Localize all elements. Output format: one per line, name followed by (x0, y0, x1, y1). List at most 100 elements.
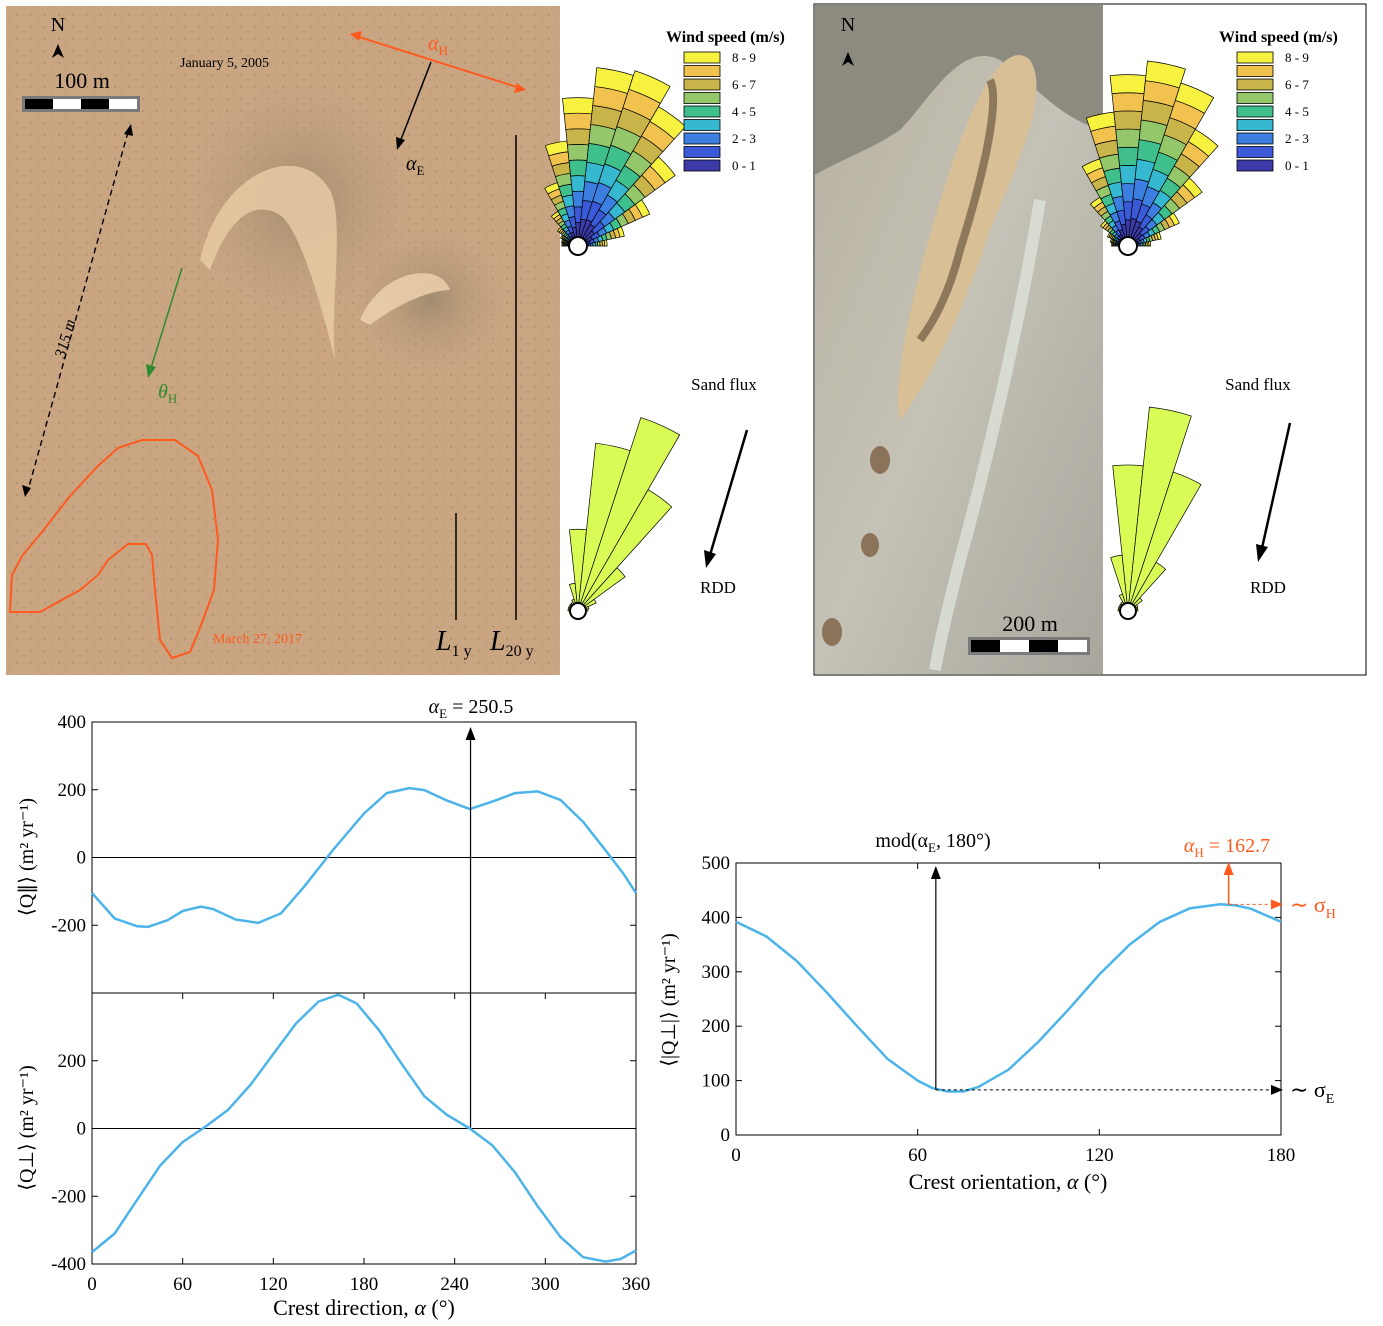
rose-segment (603, 239, 608, 247)
rose-segment (1119, 165, 1137, 185)
dark-plateau (815, 5, 1103, 175)
chart1-ylabel: ⟨Q∥⟩ (m² yr⁻¹) (16, 798, 38, 916)
legend-swatch (1236, 159, 1274, 172)
legend-title: Wind speed (m/s) (666, 29, 785, 46)
x-tick-label: 180 (1267, 1145, 1296, 1166)
y-tick-label: 400 (702, 907, 731, 928)
date-top: January 5, 2005 (180, 56, 269, 71)
chart2-xlabel: Crest direction, α (°) (273, 1295, 455, 1320)
legend-swatch (683, 51, 721, 64)
alpha-h-arrow (350, 31, 526, 93)
dune-crest-small (360, 273, 450, 325)
series-line (91, 786, 638, 929)
dune-crest-large (200, 165, 337, 360)
x-tick-label: 300 (531, 1274, 560, 1295)
x-tick-label: 360 (622, 1274, 651, 1295)
alpha-e-arrow (396, 61, 432, 150)
legend-swatch (1236, 119, 1274, 131)
north-label-a: N (51, 14, 65, 36)
rose-segment (1187, 128, 1219, 157)
rose-segment (1111, 242, 1114, 247)
sigma-h-head (1271, 899, 1283, 910)
wash-channel (929, 199, 1046, 671)
x-tick-label: 0 (731, 1145, 741, 1166)
legend-label: 8 - 9 (1285, 50, 1309, 65)
north-arrow-a (52, 44, 64, 58)
rose-segment (1115, 128, 1141, 149)
rose-segment (1117, 146, 1139, 167)
y-tick-label: 200 (58, 780, 87, 801)
y-tick-label: 0 (77, 1119, 87, 1140)
rose-segment (1148, 240, 1152, 247)
legend-swatch (1236, 105, 1274, 118)
y-tick-label: 400 (58, 712, 87, 733)
y-tick-label: 500 (702, 853, 731, 874)
rose-center (1118, 236, 1138, 256)
legend-label: 4 - 5 (1285, 104, 1309, 119)
dune-shadow-small (355, 230, 505, 370)
scale-label-a: 100 m (54, 68, 110, 93)
y-tick-label: -400 (51, 1254, 86, 1275)
legend-swatch (1236, 92, 1274, 104)
x-tick-label: 120 (1085, 1145, 1114, 1166)
rose-segment (568, 159, 588, 177)
legend-label: 2 - 3 (1285, 131, 1309, 146)
l20y-label: L20 y (489, 626, 534, 660)
rdd-label-left: RDD (700, 578, 736, 597)
north-label-b: N (841, 14, 855, 36)
alpha-h-label: αH (428, 33, 448, 58)
sigma-e-label: ∼ σE (1290, 1077, 1334, 1107)
date-bottom: March 27, 2017 (213, 632, 302, 647)
legend-swatch (1236, 146, 1274, 158)
panel-b-satellite: N 200 m (815, 5, 1103, 674)
dune-outline-2017 (8, 439, 220, 660)
legend-label: 6 - 7 (1285, 77, 1309, 92)
legend-swatch (1236, 78, 1274, 91)
rose-segment (1144, 60, 1186, 89)
y-tick-label: 0 (77, 848, 87, 869)
rose-segment (1113, 110, 1143, 131)
rose-segment (562, 97, 594, 115)
wind-rose-left (544, 67, 687, 256)
rose-center (568, 236, 588, 256)
x-tick-label: 60 (908, 1145, 927, 1166)
chart-q-parallel: 400 200 0 -200 (51, 712, 638, 1129)
x-tick-label: 180 (350, 1274, 379, 1295)
rose-segment (649, 156, 676, 184)
rose-segment (1168, 212, 1180, 226)
y-tick-label: 200 (702, 1016, 731, 1037)
rose-segment (1174, 82, 1215, 114)
sigma-h-label: ∼ σH (1290, 892, 1336, 922)
legend-title: Wind speed (m/s) (1219, 29, 1338, 46)
dune-shadow-ramp (916, 78, 998, 343)
alpha-e-marker-head (465, 727, 476, 740)
rose-segment (1109, 74, 1147, 95)
legend-label: 4 - 5 (732, 104, 756, 119)
flux-center (1119, 602, 1137, 620)
chart2-ylabel: ⟨Q⊥⟩ (m² yr⁻¹) (16, 1065, 38, 1191)
legend-swatch (683, 105, 721, 118)
legend-swatch (1236, 132, 1274, 145)
y-tick-label: 0 (721, 1125, 731, 1146)
y-tick-label: 200 (58, 1051, 87, 1072)
barchan-2 (861, 533, 879, 557)
rdd-arrow-right (1256, 422, 1292, 562)
mod-alpha-e-annotation: mod(αE, 180°) (875, 830, 990, 855)
legend-label: 0 - 1 (732, 158, 756, 173)
legend-swatch (683, 146, 721, 158)
distance-arrow (22, 124, 133, 497)
rose-segment (628, 70, 671, 104)
rdd-label-right: RDD (1250, 578, 1286, 597)
legend-swatch (683, 78, 721, 91)
y-tick-label: -200 (51, 915, 86, 936)
legend-swatch (683, 159, 721, 172)
alpha-h-annotation: αH = 162.7 (1184, 835, 1270, 860)
legend-label: 0 - 1 (1285, 158, 1309, 173)
rose-segment (616, 226, 625, 238)
min-marker-head (930, 866, 941, 879)
scale-bar-a (22, 96, 140, 112)
y-tick-label: 300 (702, 962, 731, 983)
wind-speed-legend-left: Wind speed (m/s) 8 - 9 6 - 7 4 - 5 2 - 3 0 - … (666, 29, 785, 173)
sigma-e-head (1271, 1084, 1283, 1095)
